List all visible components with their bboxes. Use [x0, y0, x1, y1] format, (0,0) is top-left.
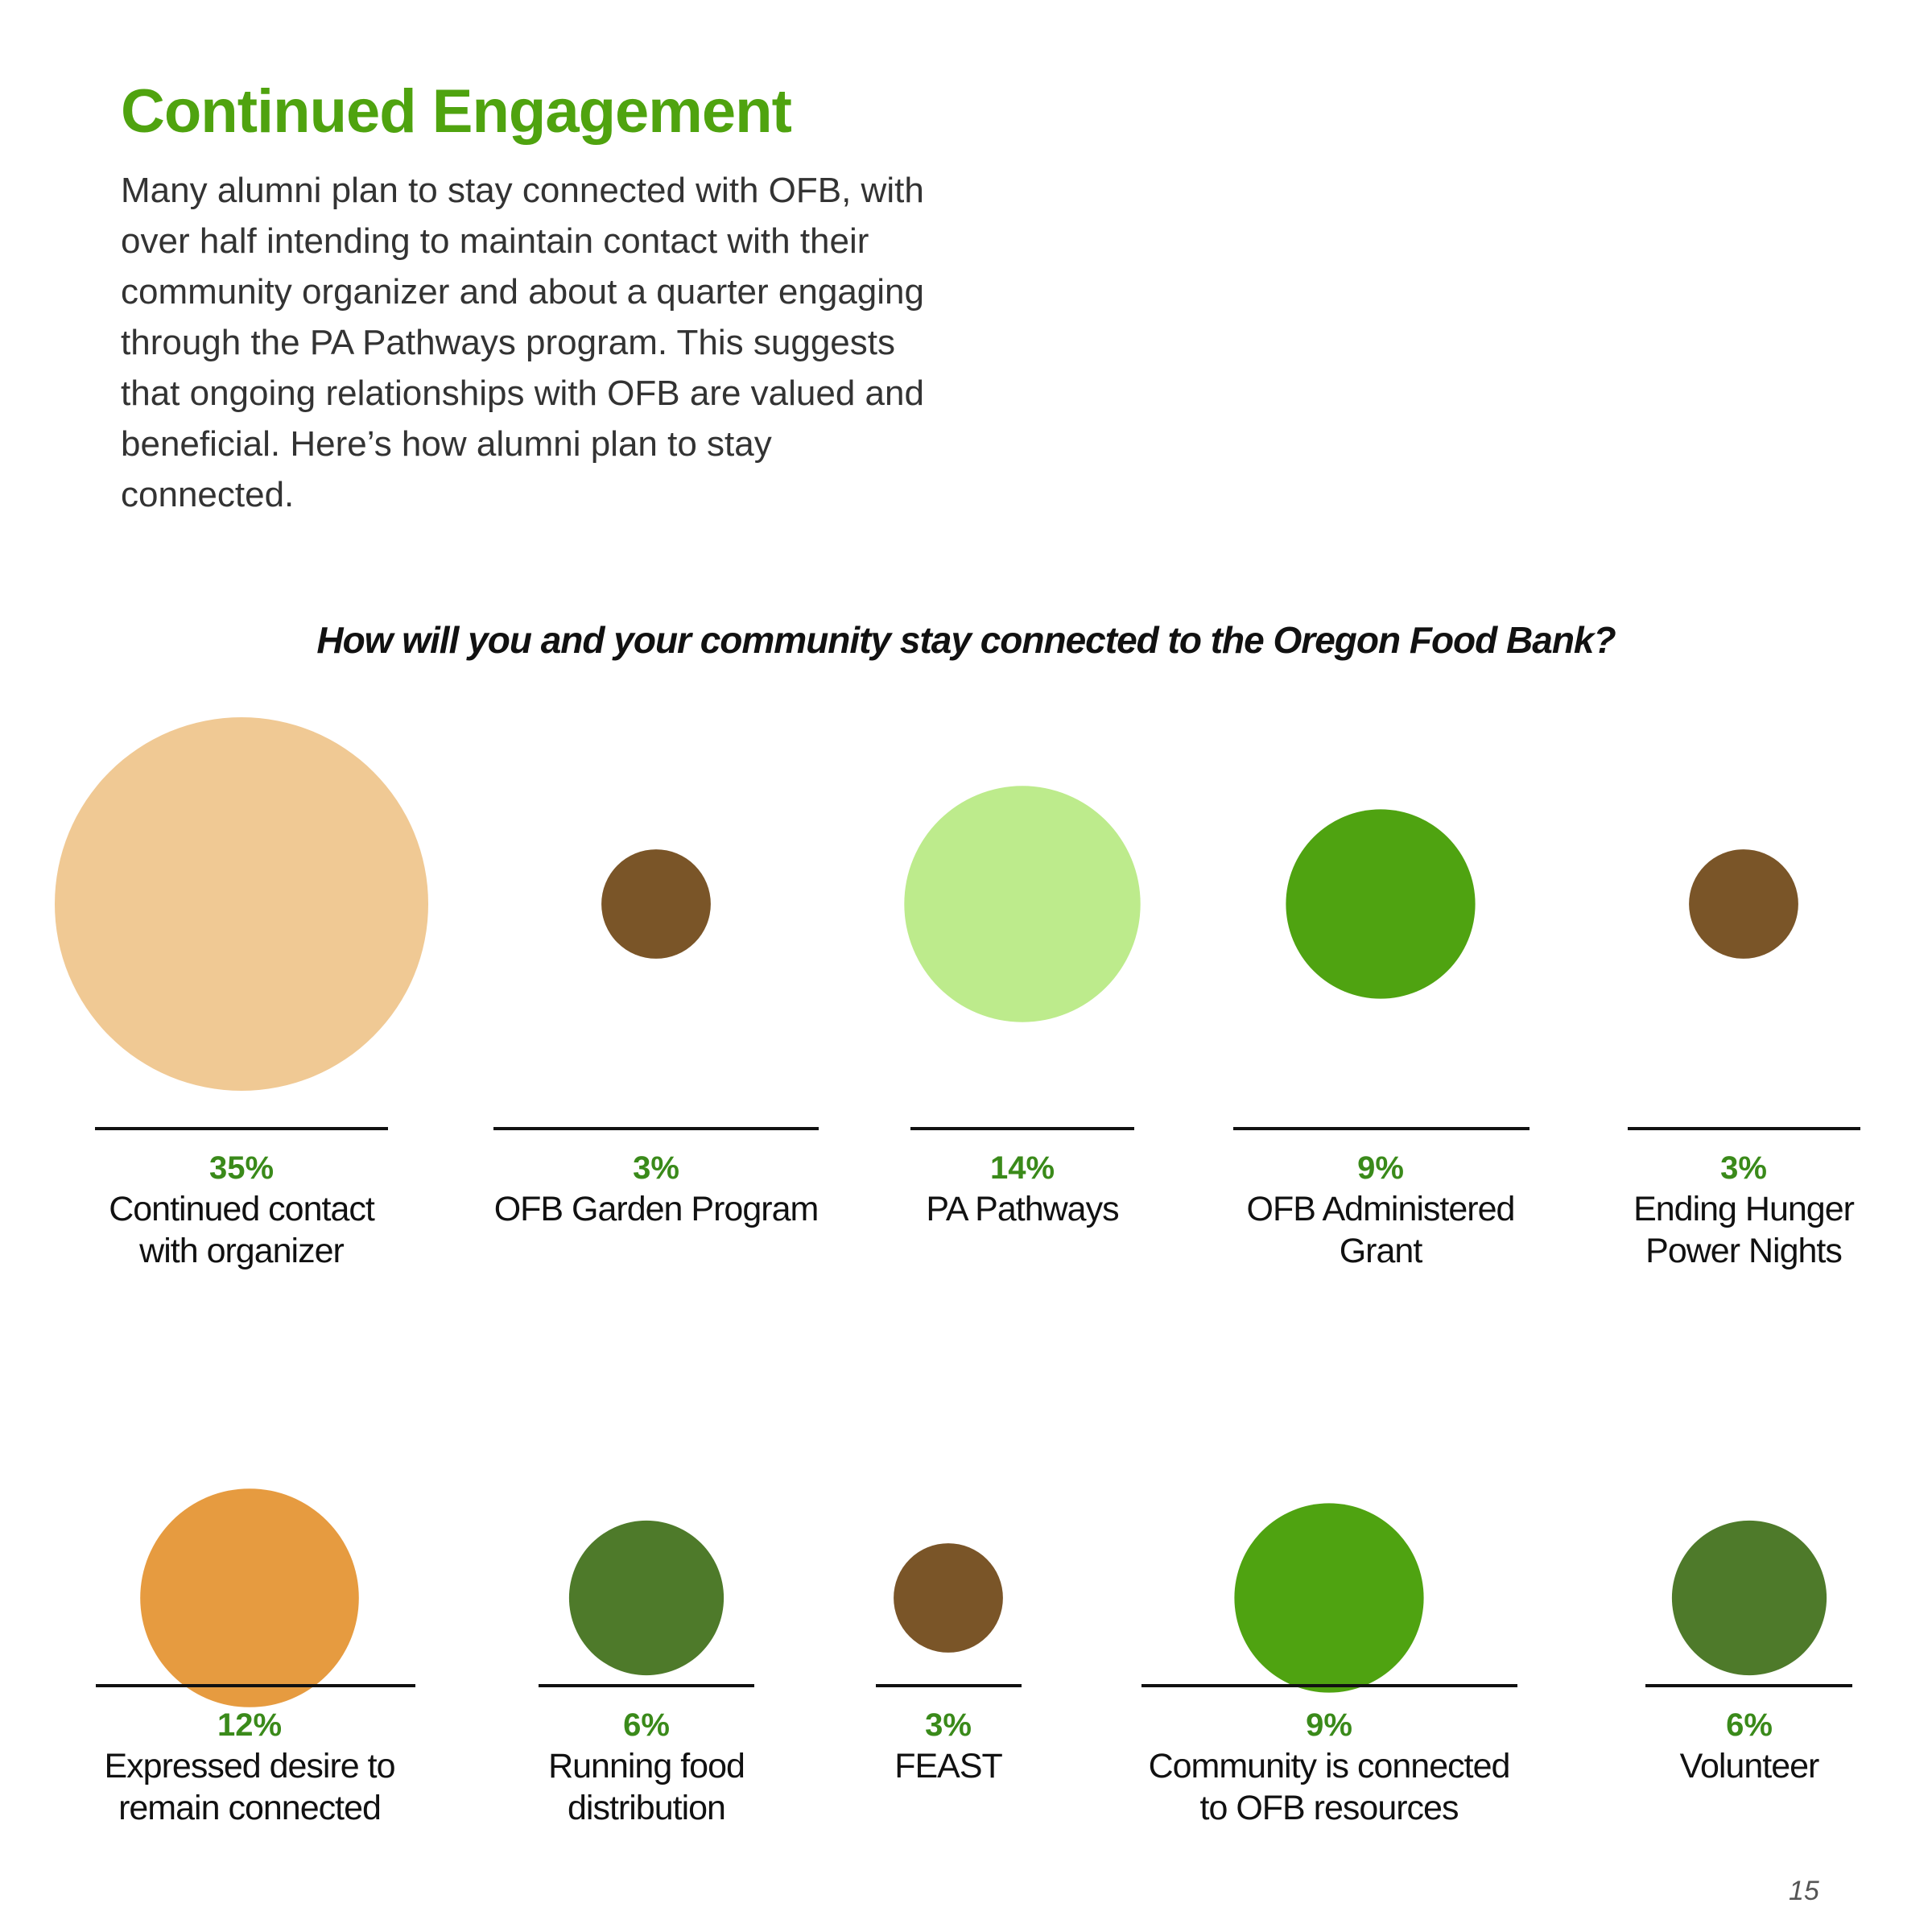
bubble-item: 3% Ending Hunger Power Nights — [1628, 849, 1860, 1270]
category-label-line: Power Nights — [1645, 1232, 1842, 1270]
bubble — [568, 1520, 724, 1676]
category-label: Running food distribution — [548, 1747, 745, 1827]
category-label-line: with organizer — [138, 1232, 344, 1270]
bubble — [1286, 809, 1476, 999]
category-label-line: Grant — [1340, 1232, 1423, 1270]
bubble-item: 6% Running food distribution — [539, 1520, 754, 1827]
bubble-item: 3% OFB Garden Program — [493, 849, 819, 1228]
category-label: OFB Administered Grant — [1247, 1190, 1515, 1270]
category-label: OFB Garden Program — [494, 1190, 819, 1228]
bubble — [601, 849, 711, 959]
value-label: 14% — [990, 1150, 1055, 1186]
category-label: Continued contact with organizer — [109, 1190, 375, 1270]
value-label: 3% — [1720, 1150, 1767, 1186]
category-label: FEAST — [894, 1747, 1002, 1785]
category-label: Ending Hunger Power Nights — [1633, 1190, 1855, 1270]
category-label-line: distribution — [568, 1789, 725, 1827]
intro-paragraph: Many alumni plan to stay connected with … — [121, 171, 924, 514]
category-label: PA Pathways — [926, 1190, 1118, 1228]
value-label: 6% — [623, 1707, 670, 1743]
category-label-line: Continued contact — [109, 1190, 375, 1228]
bubble — [140, 1488, 359, 1707]
category-label: Volunteer — [1680, 1747, 1819, 1785]
page-title: Continued Engagement — [121, 77, 792, 146]
value-label: 3% — [633, 1150, 679, 1186]
value-label: 3% — [925, 1707, 972, 1743]
bubble-item: 35% Continued contact with organizer — [55, 717, 428, 1270]
bubble-item: 14% PA Pathways — [904, 786, 1141, 1228]
category-label-line: PA Pathways — [926, 1190, 1118, 1228]
category-label-line: to OFB resources — [1200, 1789, 1459, 1827]
bubble-item: 9% Community is connected to OFB resources — [1141, 1503, 1517, 1827]
category-label-line: Volunteer — [1680, 1747, 1819, 1785]
value-label: 35% — [209, 1150, 274, 1186]
category-label-line: remain connected — [118, 1789, 381, 1827]
bubble-item: 9% OFB Administered Grant — [1233, 809, 1530, 1270]
chart-title: How will you and your community stay con… — [316, 619, 1616, 661]
category-label: Expressed desire to remain connected — [104, 1747, 394, 1827]
bubble — [1234, 1503, 1424, 1693]
bubble — [904, 786, 1141, 1022]
value-label: 12% — [217, 1707, 282, 1743]
category-label: Community is connected to OFB resources — [1149, 1747, 1510, 1827]
category-label-line: FEAST — [894, 1747, 1002, 1785]
bubble — [55, 717, 428, 1091]
category-label-line: Community is connected — [1149, 1747, 1510, 1785]
category-label-line: OFB Administered — [1247, 1190, 1515, 1228]
bubble-item: 12% Expressed desire to remain connected — [96, 1488, 415, 1827]
category-label-line: Expressed desire to — [104, 1747, 394, 1785]
category-label-line: OFB Garden Program — [494, 1190, 819, 1228]
bubble-item: 3% FEAST — [876, 1543, 1022, 1785]
value-label: 9% — [1306, 1707, 1352, 1743]
bubble — [1689, 849, 1798, 959]
value-label: 9% — [1357, 1150, 1404, 1186]
bubble — [894, 1543, 1003, 1653]
bubble — [1671, 1520, 1827, 1676]
value-label: 6% — [1726, 1707, 1773, 1743]
category-label-line: Running food — [548, 1747, 745, 1785]
bubble-item: 6% Volunteer — [1645, 1520, 1852, 1785]
page-number: 15 — [1789, 1876, 1819, 1906]
category-label-line: Ending Hunger — [1633, 1190, 1855, 1228]
